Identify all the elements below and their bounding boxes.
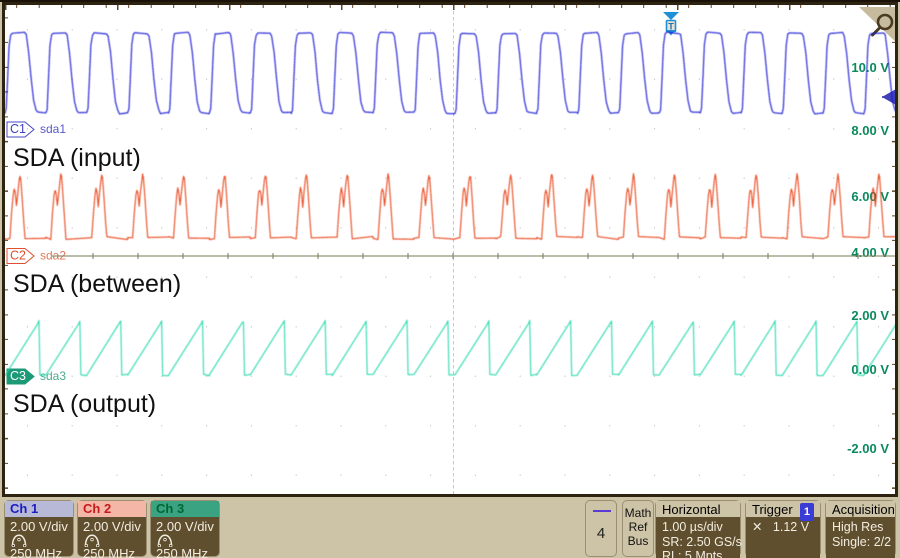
svg-text:sda1: sda1 xyxy=(40,122,66,136)
svg-text:sda3: sda3 xyxy=(40,369,66,383)
svg-text:C2: C2 xyxy=(10,249,26,263)
svg-text:C3: C3 xyxy=(10,369,26,383)
svg-text:C1: C1 xyxy=(10,122,26,136)
